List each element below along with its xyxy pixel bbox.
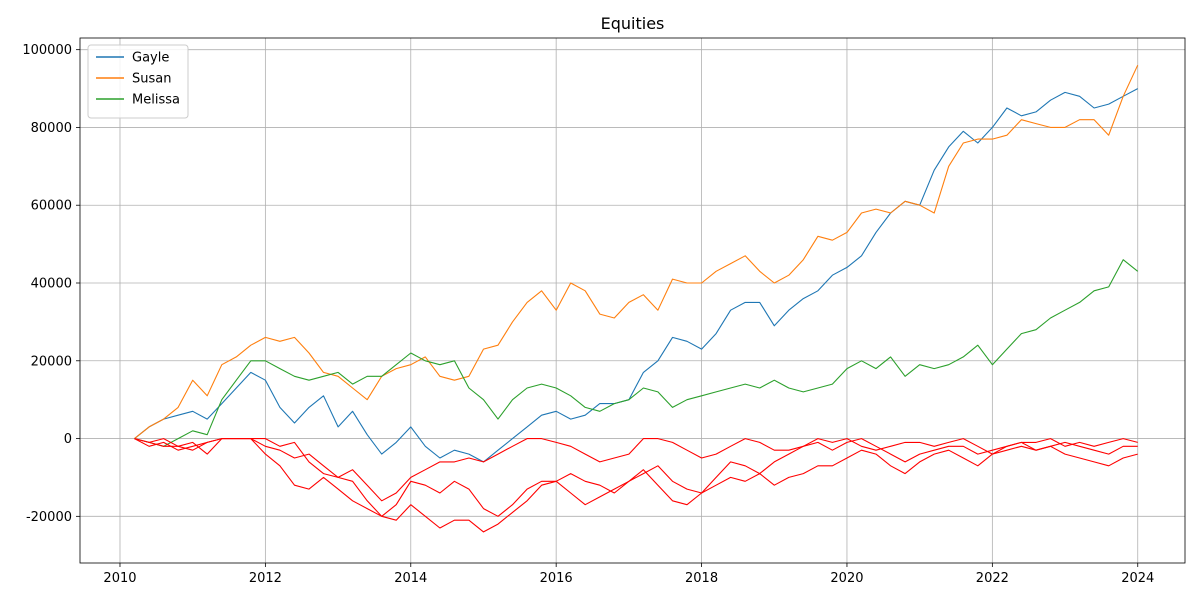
x-tick-label: 2012 [249,571,282,586]
series-line-gayle [134,88,1138,463]
x-tick-label: 2018 [685,571,718,586]
chart-title: Equities [601,14,665,33]
x-tick-label: 2020 [830,571,863,586]
legend: Gayle Susan Melissa [87,44,189,119]
drawdown-line-3 [134,438,1138,502]
grid [80,38,1185,563]
y-tick-label: 60000 [31,199,72,214]
series-line-susan [134,64,1139,440]
y-tick-label: 40000 [31,277,72,292]
y-tick-label: -20000 [26,510,72,525]
series-lines [134,64,1139,533]
x-tick-label: 2016 [540,571,573,586]
y-tick-label: 0 [64,432,72,447]
x-tick-label: 2024 [1121,571,1154,586]
axis-ticks: 2010 2012 2014 2016 2018 2020 2022 2024 -20000 0 2… [22,43,1154,586]
drawdown-line-4 [134,438,1138,517]
y-tick-label: 20000 [31,354,72,369]
drawdown-line-5 [134,438,1138,533]
x-tick-label: 2014 [394,571,427,586]
y-tick-label: 100000 [22,43,72,58]
legend-label-susan: Susan [132,72,171,87]
y-tick-label: 80000 [31,121,72,136]
plot-frame [79,37,1186,564]
series-line-melissa [134,259,1139,447]
legend-label-gayle: Gayle [132,51,169,66]
x-tick-label: 2010 [103,571,136,586]
legend-label-melissa: Melissa [132,93,180,108]
x-tick-label: 2022 [976,571,1009,586]
